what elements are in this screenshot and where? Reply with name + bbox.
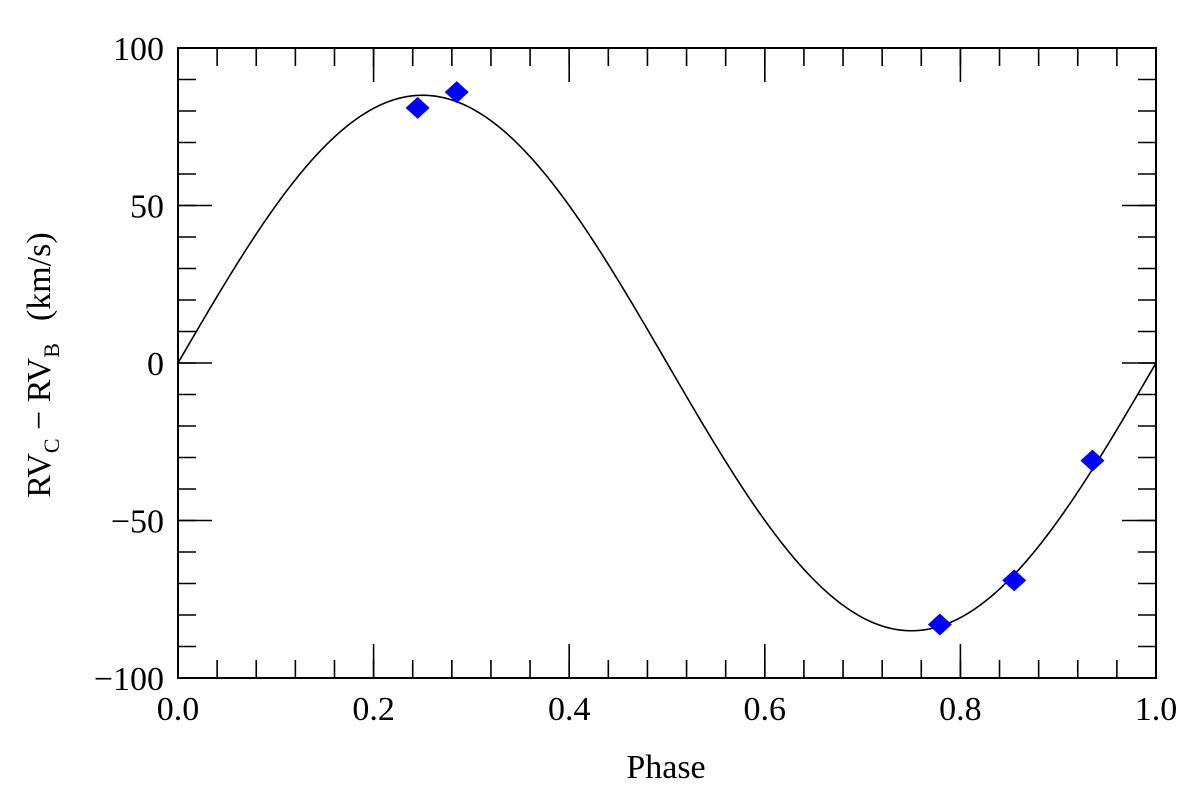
y-axis-title-rv-2: RV	[21, 357, 58, 402]
y-tick-label: 50	[130, 189, 164, 226]
y-axis-title-units: (km/s)	[21, 232, 58, 321]
data-point-diamond	[444, 81, 469, 104]
sine-fit-curve	[177, 94, 1157, 632]
plot-frame	[177, 47, 1157, 679]
data-point-diamond	[1080, 449, 1105, 472]
data-point-diamond	[405, 96, 430, 119]
y-tick-label: 100	[113, 31, 164, 68]
x-tick-label: 0.2	[352, 691, 395, 728]
y-axis-title-rv-1: RV	[21, 453, 58, 498]
y-tick-labels: 100 50 0 −50 −100	[94, 31, 164, 698]
x-axis-title: Phase	[626, 749, 705, 786]
y-tick-label: −100	[94, 661, 164, 698]
data-points	[405, 81, 1105, 636]
x-tick-label: 1.0	[1135, 691, 1178, 728]
y-axis-title-sub-c: C	[39, 438, 64, 453]
y-axis-title-sub-b: B	[39, 343, 64, 358]
x-tick-label: 0.6	[744, 691, 787, 728]
y-axis-title: RVC − RVB(km/s)	[21, 232, 64, 497]
x-tick-label: 0.0	[157, 691, 200, 728]
x-tick-label: 0.8	[939, 691, 982, 728]
x-tick-labels: 0.0 0.2 0.4 0.6 0.8 1.0	[157, 691, 1178, 728]
data-point-diamond	[1002, 569, 1027, 592]
y-axis-title-minus: −	[21, 402, 58, 438]
data-point-diamond	[927, 613, 952, 636]
x-tick-label: 0.4	[548, 691, 591, 728]
y-tick-label: −50	[111, 504, 164, 541]
y-tick-label: 0	[147, 346, 164, 383]
